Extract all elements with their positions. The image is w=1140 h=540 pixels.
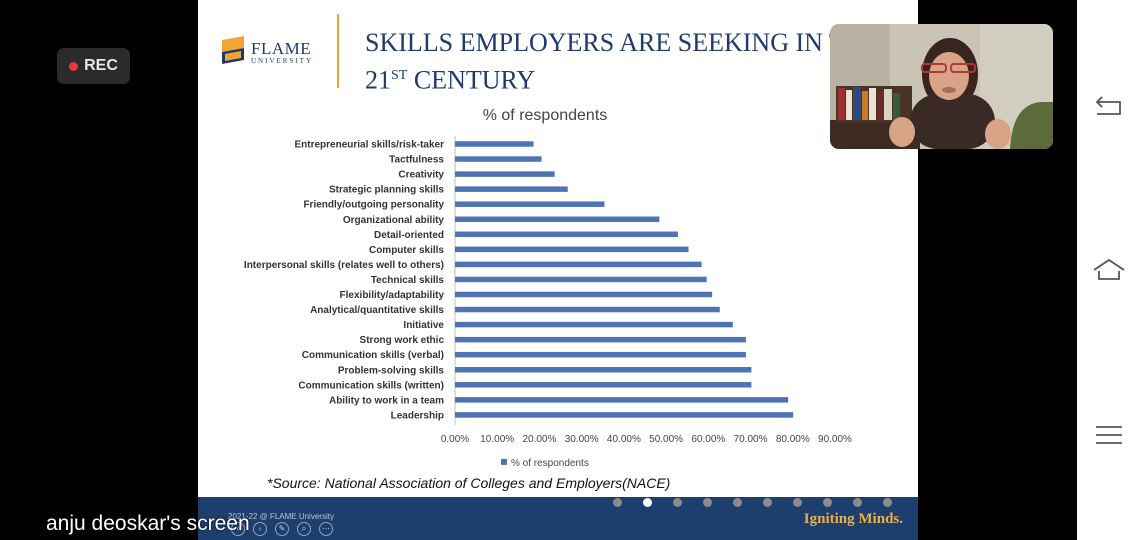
- screen-share-label: anju deoskar's screen: [46, 512, 250, 535]
- menu-icon[interactable]: [1092, 420, 1126, 450]
- x-tick-label: 30.00%: [565, 434, 599, 445]
- bar: [455, 141, 534, 147]
- bar: [455, 156, 542, 162]
- x-tick-label: 80.00%: [776, 434, 810, 445]
- flame-university-logo: FLAME UNIVERSITY: [222, 36, 322, 70]
- x-tick-label: 70.00%: [734, 434, 768, 445]
- bar: [455, 397, 789, 403]
- legend-swatch: [501, 458, 507, 465]
- title-number: 21: [365, 65, 391, 95]
- pagination-dot[interactable]: [883, 498, 892, 507]
- title-word: CENTURY: [413, 65, 536, 95]
- logo-subtitle: UNIVERSITY: [251, 57, 313, 65]
- x-tick-label: 0.00%: [441, 434, 469, 445]
- pagination-dot[interactable]: [853, 498, 862, 507]
- bar: [455, 336, 746, 343]
- bar: [455, 231, 678, 238]
- category-label: Ability to work in a team: [329, 395, 444, 406]
- participant-video-thumbnail[interactable]: [830, 24, 1053, 149]
- category-label: Analytical/quantitative skills: [310, 305, 444, 316]
- back-icon[interactable]: [1092, 90, 1126, 120]
- bar: [455, 261, 702, 268]
- logo-name: FLAME: [251, 39, 312, 58]
- bar: [455, 246, 689, 253]
- category-label: Tactfulness: [389, 155, 444, 166]
- flame-logo-mark-icon: [222, 36, 244, 64]
- category-label: Computer skills: [369, 245, 444, 256]
- title-divider: [337, 14, 339, 88]
- category-label: Entrepreneurial skills/risk-taker: [294, 140, 444, 151]
- webcam-image: [830, 24, 1053, 149]
- category-label: Creativity: [398, 170, 444, 181]
- category-label: Leadership: [391, 410, 444, 421]
- next-slide-icon[interactable]: ›: [253, 522, 267, 536]
- recording-label: REC: [84, 57, 118, 74]
- title-ordinal-suffix: ST: [391, 68, 408, 83]
- bar: [455, 276, 707, 283]
- bar: [455, 351, 746, 358]
- bar: [455, 291, 713, 298]
- x-tick-label: 60.00%: [691, 434, 725, 445]
- category-label: Communication skills (verbal): [302, 350, 444, 361]
- home-icon[interactable]: [1092, 254, 1126, 284]
- record-dot-icon: [69, 61, 79, 71]
- category-label: Problem-solving skills: [338, 365, 445, 376]
- category-label: Interpersonal skills (relates well to ot…: [244, 260, 444, 271]
- bar: [455, 171, 555, 177]
- bar: [455, 306, 720, 313]
- previous-slide-icon[interactable]: ‹: [231, 522, 245, 536]
- bar: [455, 367, 752, 373]
- pagination-dot[interactable]: [703, 498, 712, 507]
- slide-title-line1: SKILLS EMPLOYERS ARE SEEKING IN THE: [365, 28, 880, 57]
- category-label: Flexibility/adaptability: [340, 290, 445, 301]
- pagination-dot[interactable]: [733, 498, 742, 507]
- bar: [455, 412, 794, 418]
- category-label: Initiative: [403, 320, 444, 331]
- category-label: Strategic planning skills: [329, 185, 444, 196]
- more-options-icon[interactable]: ⋯: [319, 522, 333, 536]
- tagline: Igniting Minds.: [803, 511, 903, 527]
- pagination-dot[interactable]: [613, 498, 622, 507]
- category-label: Friendly/outgoing personality: [303, 200, 444, 211]
- pagination-dot[interactable]: [763, 498, 772, 507]
- recording-indicator: REC: [57, 48, 130, 84]
- category-label: Strong work ethic: [360, 335, 445, 346]
- x-tick-label: 10.00%: [480, 434, 514, 445]
- bar: [455, 321, 733, 328]
- slide-title: SKILLS EMPLOYERS ARE SEEKING IN THE 21ST…: [365, 26, 918, 97]
- slide-title-line2: 21ST CENTURY: [365, 59, 918, 97]
- x-tick-label: 90.00%: [818, 434, 852, 445]
- x-tick-label: 50.00%: [649, 434, 683, 445]
- pagination-dot[interactable]: [823, 498, 832, 507]
- device-nav-bar: [1077, 0, 1140, 540]
- bar: [455, 201, 605, 207]
- legend-label: % of respondents: [511, 458, 589, 469]
- slide-pagination[interactable]: [613, 497, 903, 507]
- zoom-icon[interactable]: ⌕: [297, 522, 311, 536]
- source-note: *Source: National Association of College…: [267, 475, 671, 491]
- chart-title: % of respondents: [483, 107, 608, 124]
- category-label: Detail-oriented: [374, 230, 444, 241]
- category-label: Technical skills: [371, 275, 445, 286]
- copyright-text: 2021-22 @ FLAME University: [228, 512, 334, 521]
- category-label: Communication skills (written): [298, 380, 444, 391]
- pagination-dot[interactable]: [793, 498, 802, 507]
- pagination-dot[interactable]: [673, 498, 682, 507]
- x-tick-label: 20.00%: [522, 434, 556, 445]
- bar: [455, 216, 660, 222]
- skills-bar-chart: % of respondents Entrepreneurial skills/r…: [244, 107, 852, 469]
- pen-icon[interactable]: ✎: [275, 522, 289, 536]
- x-tick-label: 40.00%: [607, 434, 641, 445]
- category-label: Organizational ability: [343, 215, 445, 226]
- pagination-dot[interactable]: [643, 498, 652, 507]
- presentation-slide: FLAME UNIVERSITY SKILLS EMPLOYERS ARE SE…: [198, 0, 918, 540]
- bar: [455, 382, 752, 388]
- bar: [455, 186, 568, 192]
